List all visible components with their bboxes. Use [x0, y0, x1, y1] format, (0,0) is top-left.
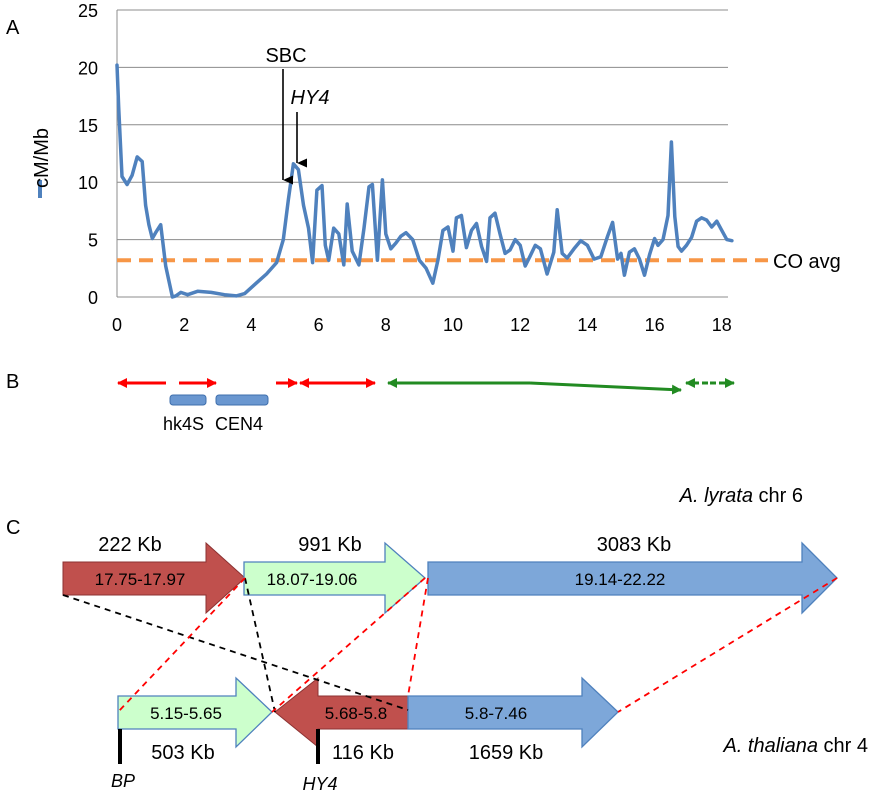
- y-tick-labels: 0 5 10 15 20 25: [78, 1, 98, 308]
- y-tick-label: 10: [78, 173, 98, 193]
- bp-label: BP: [111, 771, 135, 791]
- synteny-line-black-2: [244, 577, 276, 713]
- x-tick-label: 0: [112, 315, 122, 335]
- chart-grid: [117, 9, 728, 241]
- lyrata-size-3: 3083 Kb: [597, 534, 672, 556]
- y-tick-label: 15: [78, 116, 98, 136]
- lyrata-title: A. lyrata chr 6: [679, 485, 803, 507]
- cen4-box: [215, 394, 269, 406]
- lyrata-species: A. lyrata: [679, 485, 753, 507]
- x-tick-label: 12: [510, 315, 530, 335]
- x-tick-label: 14: [577, 315, 597, 335]
- thaliana-chr: chr 4: [818, 735, 868, 757]
- y-axis-label: cM/Mb: [31, 128, 53, 188]
- y-tick-label: 5: [88, 231, 98, 251]
- panel-c: C A. lyrata chr 6 A. thaliana chr 4 222 …: [6, 485, 868, 794]
- thaliana-arrow-red: [274, 676, 409, 749]
- x-tick-label: 16: [645, 315, 665, 335]
- lyrata-size-1: 222 Kb: [98, 534, 161, 556]
- recombination-series-line: [115, 63, 734, 299]
- hy4-marker-label: HY4: [302, 774, 337, 794]
- panel-b-letter: B: [6, 371, 19, 393]
- synteny-line-black-1: [62, 594, 409, 711]
- thaliana-size-2: 116 Kb: [332, 742, 394, 764]
- x-tick-label: 6: [314, 315, 324, 335]
- lyrata-arrow-blue: [427, 541, 838, 615]
- thaliana-size-3: 1659 Kb: [469, 742, 544, 764]
- panel-a-letter: A: [6, 17, 20, 39]
- co-avg-label: CO avg: [773, 251, 841, 273]
- region-arrow-green-1b: [529, 381, 682, 395]
- thaliana-range-1: 5.15-5.65: [150, 704, 222, 723]
- lyrata-chr: chr 6: [753, 485, 803, 507]
- hk4s-box: [169, 394, 207, 406]
- x-tick-label: 4: [246, 315, 256, 335]
- synteny-line-red-2: [271, 577, 426, 713]
- sbc-annotation: SBC: [265, 45, 306, 67]
- cen4-label: CEN4: [215, 414, 263, 434]
- y-tick-label: 25: [78, 1, 98, 21]
- x-tick-label: 18: [712, 315, 732, 335]
- panel-a: A 0 5 10 15 20 25 0 2 4 6 8 10 12 14 16 18 cM/Mb CO av…: [6, 1, 841, 335]
- synteny-line-red-1: [117, 577, 246, 713]
- y-tick-label: 20: [78, 58, 98, 78]
- lyrata-range-1: 17.75-17.97: [95, 570, 186, 589]
- thaliana-arrow-blue: [407, 676, 619, 749]
- lyrata-range-2: 18.07-19.06: [267, 570, 358, 589]
- thaliana-species: A. thaliana: [722, 735, 818, 757]
- lyrata-size-2: 991 Kb: [298, 534, 361, 556]
- thaliana-range-3: 5.8-7.46: [465, 704, 527, 723]
- x-tick-label: 8: [381, 315, 391, 335]
- lyrata-arrow-red: [62, 541, 246, 615]
- synteny-line-red-4: [617, 577, 838, 713]
- lyrata-range-3: 19.14-22.22: [575, 570, 666, 589]
- thaliana-title: A. thaliana chr 4: [722, 735, 868, 757]
- hk4s-label: hk4S: [163, 414, 204, 434]
- synteny-line-red-3: [407, 577, 429, 697]
- panel-c-letter: C: [6, 517, 20, 539]
- x-tick-label: 2: [179, 315, 189, 335]
- thaliana-range-2: 5.68-5.8: [325, 704, 387, 723]
- thaliana-arrow-green: [117, 676, 273, 749]
- thaliana-size-1: 503 Kb: [151, 742, 214, 764]
- hy4-annotation: HY4: [291, 87, 330, 109]
- y-tick-label: 0: [88, 288, 98, 308]
- panel-b: B hk4S CEN4: [6, 371, 735, 434]
- x-tick-label: 10: [443, 315, 463, 335]
- x-tick-labels: 0 2 4 6 8 10 12 14 16 18: [112, 315, 732, 335]
